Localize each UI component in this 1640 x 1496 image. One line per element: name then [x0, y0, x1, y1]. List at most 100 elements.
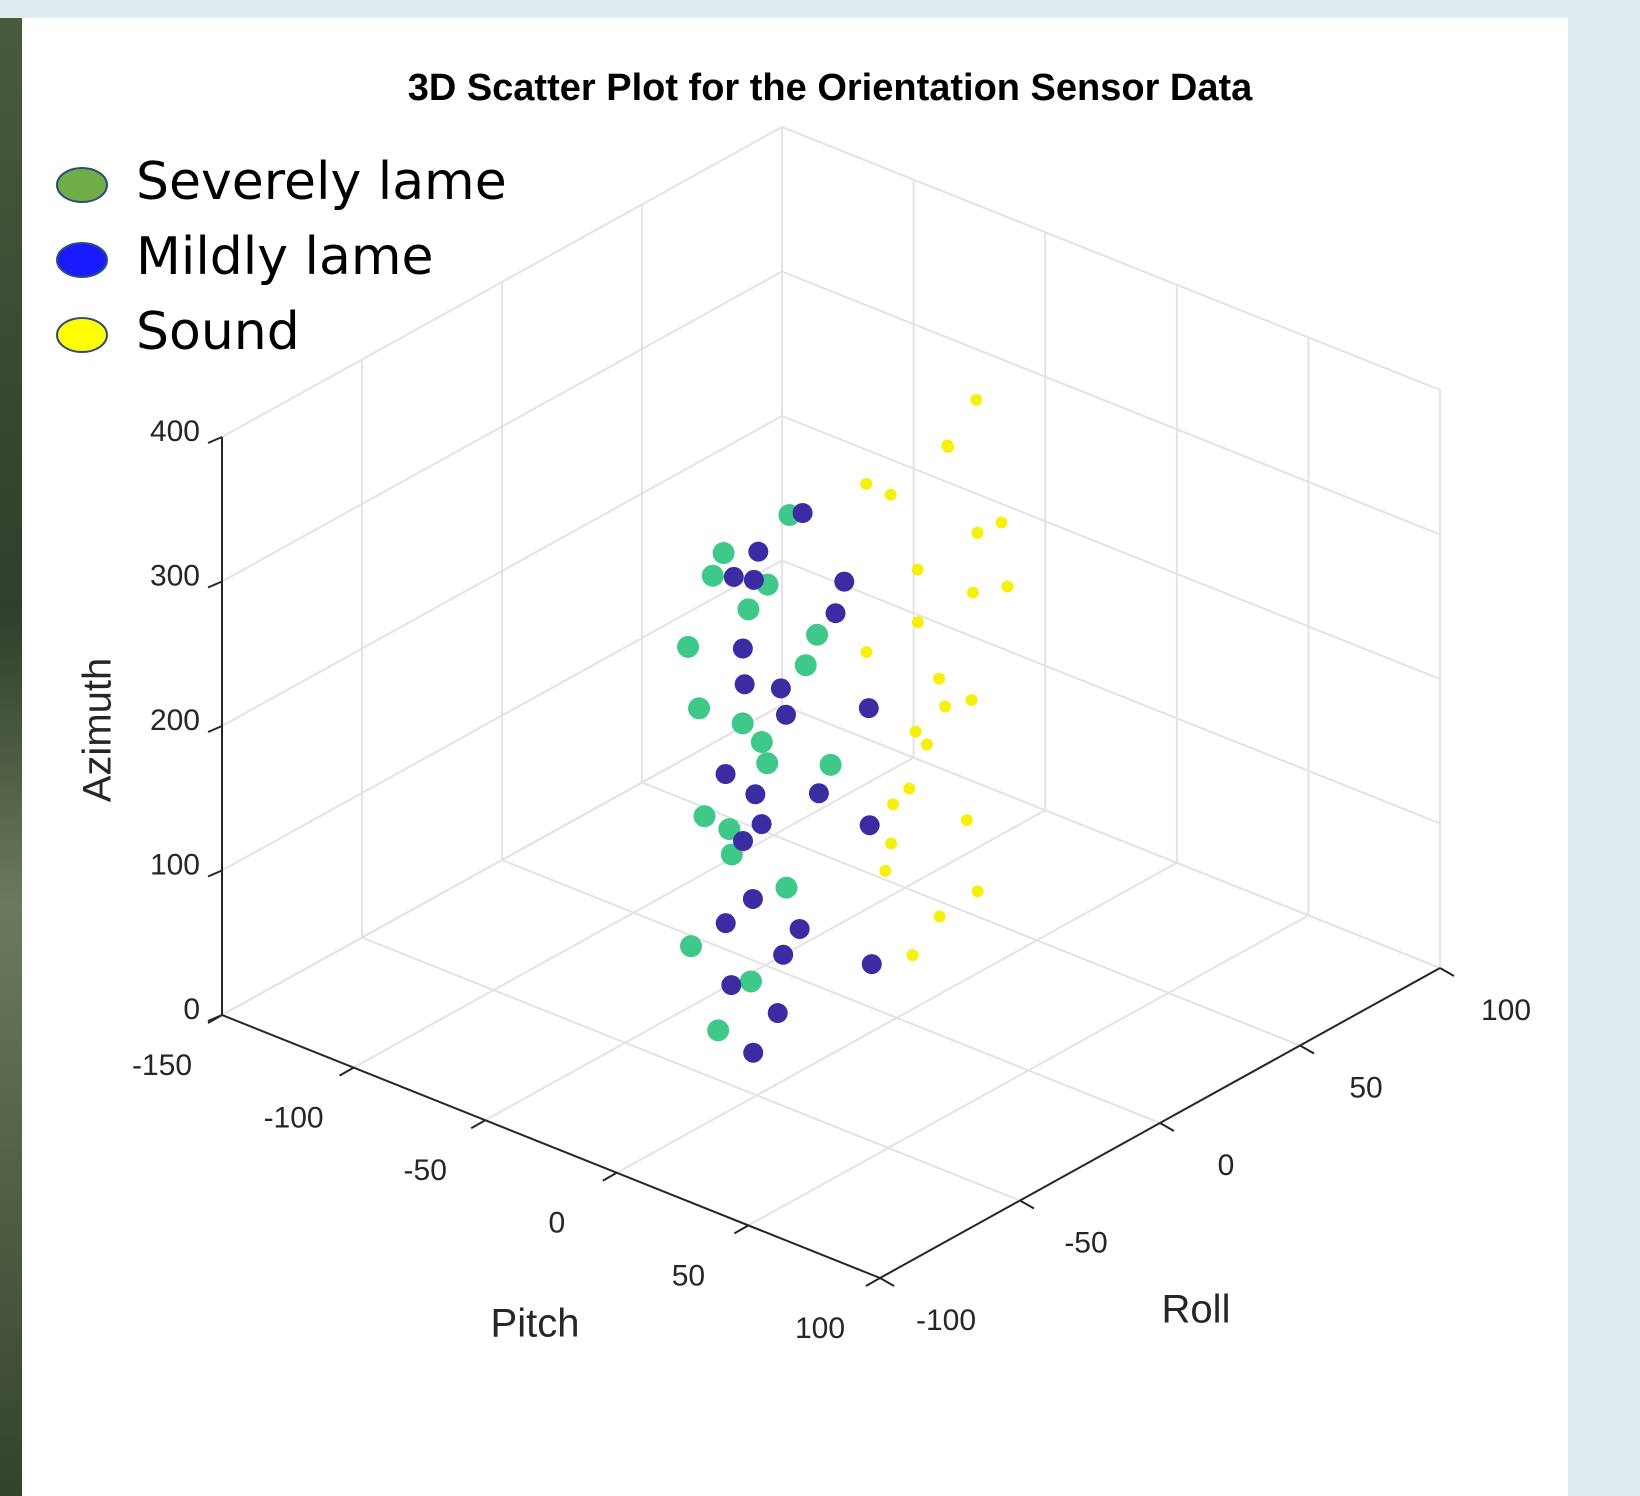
tick-mark [733, 1224, 749, 1235]
data-point [743, 1042, 764, 1063]
legend-label: Sound [136, 302, 300, 362]
data-point [859, 815, 880, 836]
data-point [731, 712, 754, 735]
data-point [733, 831, 754, 852]
data-point [860, 477, 873, 490]
x-tick-label: -50 [404, 1154, 447, 1187]
grid-line [221, 559, 783, 872]
data-point [677, 635, 700, 658]
data-point [737, 598, 760, 621]
background-photo-strip [0, 18, 22, 1496]
tick-mark [1159, 1122, 1175, 1132]
tick-mark [602, 1171, 618, 1182]
data-point [773, 944, 794, 965]
tick-mark [339, 1066, 355, 1077]
data-point [712, 542, 735, 565]
data-point [879, 864, 892, 877]
data-point [680, 935, 702, 958]
data-point [939, 700, 952, 713]
data-point [745, 784, 766, 805]
grid-line [221, 704, 783, 1016]
data-point [834, 571, 855, 592]
data-point [748, 541, 769, 562]
data-point [770, 678, 791, 699]
z-tick-label: 100 [150, 848, 200, 881]
data-point [970, 393, 983, 406]
grid-line [221, 415, 783, 727]
data-point [966, 586, 979, 599]
data-point [860, 646, 873, 659]
tick-mark [470, 1119, 486, 1130]
tick-mark [207, 1014, 223, 1024]
grid-line [221, 270, 783, 583]
data-point [775, 876, 798, 899]
x-tick-label: -100 [264, 1102, 324, 1135]
data-point [1001, 580, 1014, 593]
grid-line [781, 270, 1441, 536]
data-point [825, 603, 846, 624]
data-point [743, 569, 764, 590]
data-point [911, 616, 924, 629]
z-axis-label: Azimuth [76, 658, 120, 803]
data-point [942, 440, 955, 453]
data-point [715, 764, 736, 785]
data-point [906, 949, 919, 962]
grid-line [781, 415, 1441, 680]
data-point [688, 697, 711, 720]
data-point [715, 913, 736, 934]
z-tick-label: 300 [150, 559, 200, 592]
data-point [971, 526, 984, 539]
x-axis-label: Pitch [491, 1302, 580, 1346]
data-point [732, 638, 753, 659]
tick-mark [1439, 967, 1455, 977]
data-point [933, 910, 946, 923]
z-tick-label: 200 [150, 704, 200, 737]
x-axis-line [221, 1014, 881, 1279]
data-point [701, 564, 724, 587]
tick-mark [207, 869, 223, 878]
y-tick-label: -100 [916, 1304, 976, 1337]
y-tick-label: 50 [1349, 1071, 1382, 1104]
data-point [995, 516, 1008, 529]
x-tick-label: 50 [672, 1259, 705, 1292]
y-axis-label: Roll [1162, 1288, 1231, 1332]
data-point [734, 674, 755, 695]
figure-panel [22, 18, 1568, 1496]
legend-marker [56, 242, 108, 278]
grid-line [361, 936, 1021, 1202]
grid-line [221, 126, 783, 438]
grid-line [781, 559, 1441, 825]
data-point [920, 738, 933, 751]
grid-line [641, 781, 1301, 1047]
data-point [767, 1003, 788, 1024]
data-point [789, 918, 810, 939]
data-point [903, 782, 916, 795]
y-tick-label: 100 [1481, 994, 1531, 1027]
data-point [887, 798, 900, 811]
x-tick-label: 0 [548, 1207, 565, 1240]
data-point [858, 698, 879, 719]
tick-mark [879, 1277, 895, 1287]
data-point [806, 623, 829, 646]
y-tick-label: -50 [1064, 1226, 1107, 1259]
grid-line [501, 859, 1161, 1124]
z-tick-label: 0 [183, 993, 200, 1026]
data-point [960, 814, 973, 827]
tick-mark [207, 436, 223, 444]
z-tick-label: 400 [150, 415, 200, 448]
data-point [718, 818, 741, 841]
data-point [971, 885, 984, 898]
tick-mark [1019, 1199, 1035, 1210]
grid-line [781, 704, 1441, 969]
tick-mark [865, 1277, 881, 1287]
data-point [933, 672, 946, 685]
data-point [792, 503, 813, 524]
data-point [965, 693, 978, 706]
data-point [884, 488, 897, 501]
data-point [751, 814, 772, 835]
data-point [723, 566, 744, 587]
data-point [693, 805, 716, 828]
legend-label: Mildly lame [136, 227, 433, 287]
legend-marker [56, 317, 108, 353]
